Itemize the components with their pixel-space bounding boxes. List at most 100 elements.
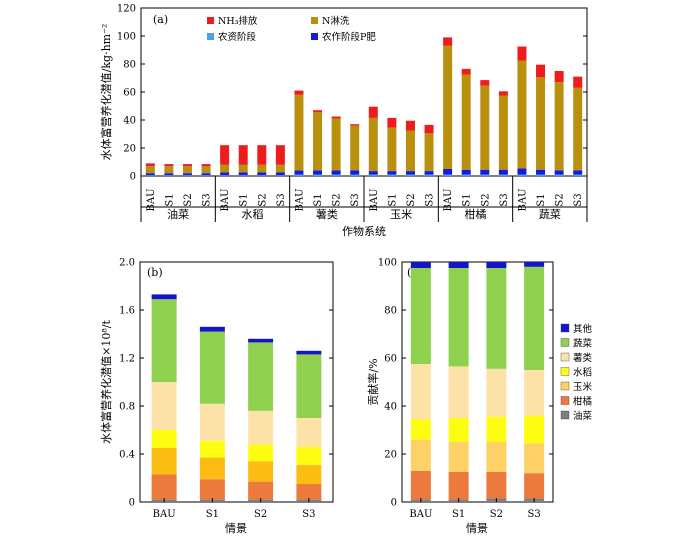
bar-segment: [480, 85, 490, 170]
bar-segment: [424, 174, 434, 176]
x-tick-label: S1: [206, 509, 219, 520]
x-tick-label: S1: [164, 193, 175, 206]
group-label: 玉米: [390, 208, 412, 221]
bar-segment: [331, 116, 341, 119]
bar-segment: [410, 470, 431, 500]
y-tick-label: 120: [117, 4, 136, 15]
bar-segment: [275, 145, 285, 165]
bar-segment: [554, 71, 564, 83]
bar-segment: [524, 415, 545, 444]
bar-segment: [461, 74, 471, 170]
x-tick-label: S2: [254, 509, 267, 520]
y-tick-label: 100: [117, 32, 136, 43]
panel-a-legend: NH₃排放 N淋洗 农资阶段 农作阶段P肥: [207, 15, 376, 43]
bar-segment: [424, 124, 434, 134]
bar-segment: [405, 130, 415, 172]
bar-segment: [410, 364, 431, 420]
bar-segment: [145, 166, 155, 174]
panel-b: (b) 0 0.4 0.8 1.2 1.6 2.0 BAU S1 S2 S3 水体富营养化潜值×…: [99, 258, 334, 535]
bar-segment: [524, 473, 545, 499]
bar-segment: [461, 174, 471, 176]
panel-a-label: (a): [153, 13, 168, 26]
bar-segment: [350, 174, 360, 176]
bar-segment: [164, 166, 174, 174]
bar-segment: [199, 440, 225, 458]
bar-segment: [368, 174, 378, 176]
bar-segment: [182, 166, 192, 174]
bar-segment: [275, 175, 285, 176]
bar-segment: [448, 472, 469, 500]
x-tick-label: S1: [313, 193, 324, 206]
bar-segment: [486, 442, 507, 472]
bar-segment: [554, 82, 564, 171]
bar-segment: [151, 294, 177, 300]
bar-segment: [151, 382, 177, 430]
group-label: 油菜: [167, 207, 189, 221]
bar-segment: [448, 366, 469, 418]
bar-segment: [387, 117, 397, 128]
bar-segment: [480, 174, 490, 176]
legend-label: 其他: [573, 323, 593, 335]
bar-segment: [331, 174, 341, 176]
bar-segment: [296, 446, 322, 465]
y-tick-label: 1.2: [119, 354, 135, 365]
bar-segment: [536, 174, 546, 176]
bar-segment: [313, 170, 323, 175]
bar-segment: [151, 448, 177, 475]
x-tick-label: S1: [536, 193, 547, 206]
bar-segment: [410, 268, 431, 364]
bar-segment: [480, 80, 490, 86]
x-tick-label: S3: [499, 193, 510, 206]
bar-segment: [517, 174, 527, 176]
x-tick-label: BAU: [220, 189, 231, 212]
x-tick-label: S2: [490, 509, 503, 520]
bar-segment: [387, 174, 397, 176]
bar-segment: [151, 474, 177, 500]
legend-label: 薯类: [573, 352, 593, 364]
bar-segment: [151, 299, 177, 382]
x-tick-label: BAU: [369, 189, 380, 212]
group-label: 薯类: [316, 207, 338, 221]
bar-segment: [257, 172, 267, 176]
y-tick-label: 60: [384, 354, 397, 365]
x-tick-label: S1: [452, 509, 465, 520]
legend-swatch: [560, 381, 570, 391]
bar-segment: [145, 173, 155, 176]
bar-segment: [498, 174, 508, 176]
bar-segment: [151, 430, 177, 448]
panel-a-y-axis: 0 20 40 60 80 100 120: [117, 4, 587, 183]
panel-b-x-categories: BAU S1 S2 S3: [153, 498, 315, 520]
x-tick-label: S1: [387, 193, 398, 206]
x-tick-label: BAU: [517, 189, 528, 212]
bar-segment: [331, 170, 341, 175]
bar-segment: [182, 175, 192, 176]
panel-a-x-axis-title: 作物系统: [342, 224, 386, 238]
bar-segment: [238, 172, 248, 176]
x-tick-label: BAU: [443, 189, 454, 212]
legend-label-agri-inputs: 农资阶段: [218, 31, 257, 43]
bar-segment: [424, 133, 434, 172]
y-tick-label: 0: [129, 498, 135, 509]
x-tick-label: S1: [462, 193, 473, 206]
bar-segment: [201, 166, 211, 174]
bar-segment: [517, 46, 527, 61]
x-tick-label: BAU: [153, 509, 176, 520]
bar-segment: [296, 484, 322, 500]
bar-segment: [296, 350, 322, 355]
bar-segment: [405, 171, 415, 175]
bar-segment: [410, 439, 431, 471]
bar-segment: [220, 164, 230, 173]
bar-segment: [350, 125, 360, 171]
bar-segment: [536, 169, 546, 175]
x-tick-label: S3: [302, 509, 315, 520]
bar-segment: [201, 164, 211, 167]
bar-segment: [554, 170, 564, 175]
bar-segment: [480, 169, 490, 175]
bar-segment: [220, 145, 230, 165]
panel-b-bars: [151, 294, 322, 502]
bar-segment: [313, 174, 323, 176]
bar-segment: [199, 403, 225, 441]
bar-segment: [257, 175, 267, 176]
bar-segment: [524, 443, 545, 474]
